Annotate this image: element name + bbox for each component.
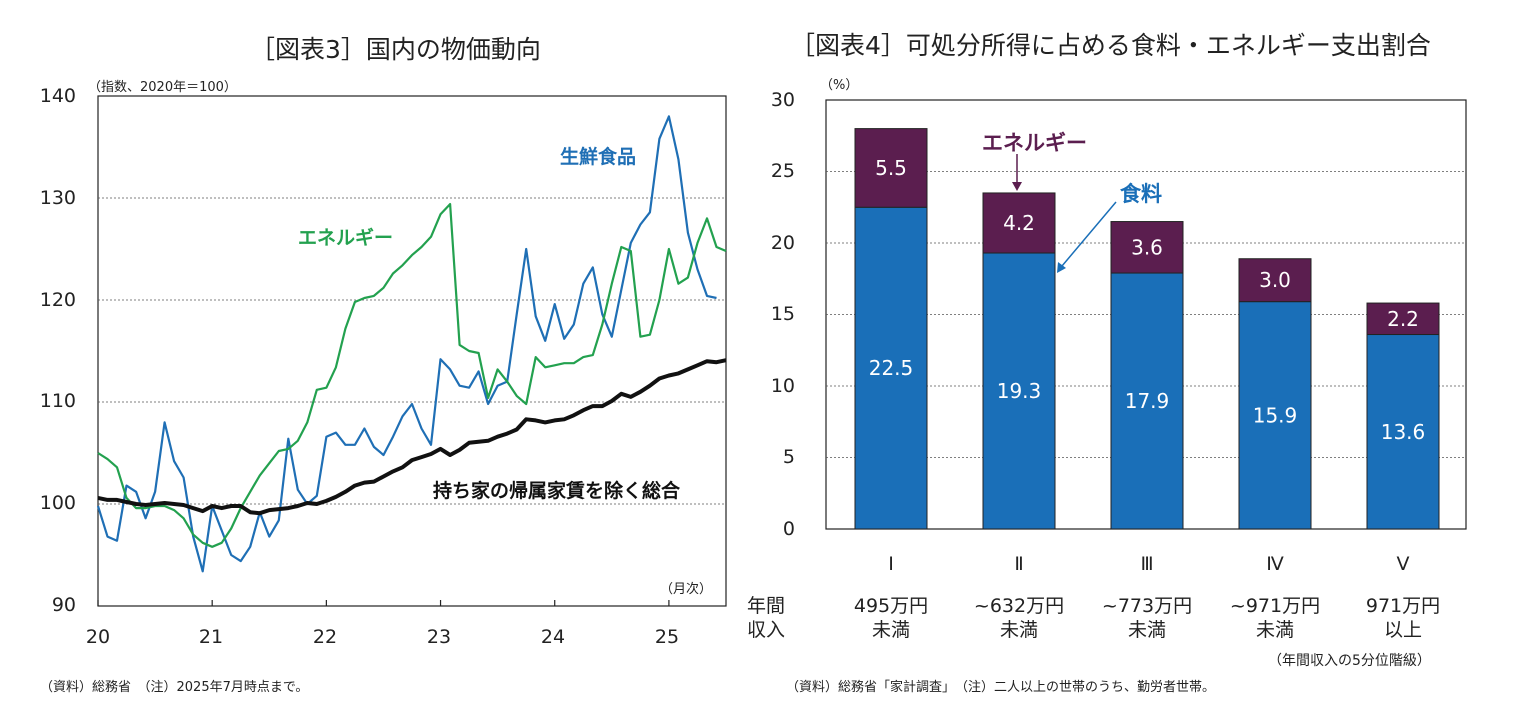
- energy-value-label: 5.5: [875, 156, 907, 180]
- chart3-xaxis-label: （月次）: [660, 582, 713, 597]
- food-arrow-shaft: [1061, 201, 1117, 267]
- chart4-ytick: 15: [770, 303, 795, 325]
- chart4-label-food: 食料: [1120, 182, 1162, 206]
- food-value-label: 17.9: [1125, 389, 1170, 413]
- chart4-category: Ⅰ: [888, 553, 894, 575]
- chart3-xtick: 21: [198, 626, 224, 648]
- chart3-ytick: 110: [39, 390, 76, 412]
- energy-bar: [1366, 302, 1440, 336]
- chart3-label-fresh-food: 生鮮食品: [560, 146, 637, 168]
- chart3-xtick: 20: [85, 626, 111, 648]
- chart4-category: Ⅳ: [1266, 553, 1284, 575]
- energy-value-label: 3.6: [1131, 235, 1163, 259]
- chart4-bars: 22.5 5.5 19.3 4.2 17.9 3.6 15.9 3.0 13.6 2.2: [854, 128, 1440, 530]
- chart4-label-energy: エネルギー: [982, 131, 1087, 155]
- chart4-ytick: 0: [782, 518, 795, 540]
- food-arrow-head: [1057, 262, 1066, 273]
- chart3-gridlines: [98, 197, 726, 505]
- chart4-income-label: 年間 収入: [746, 595, 785, 641]
- chart4-source-note: （資料）総務省「家計調査」 （注）二人以上の世帯のうち、勤労者世帯。: [786, 680, 1216, 695]
- chart3-ytick: 90: [51, 594, 76, 616]
- chart3-xtick: 25: [654, 626, 680, 648]
- chart3-xtick: 24: [540, 626, 566, 648]
- energy-bar: [982, 192, 1056, 254]
- energy-value-label: 2.2: [1387, 307, 1419, 331]
- chart4-ytick: 30: [770, 89, 795, 111]
- chart3-label-core: 持ち家の帰属家賃を除く総合: [433, 480, 681, 502]
- chart3-line-fresh-food: [96, 115, 717, 573]
- food-value-label: 15.9: [1253, 403, 1298, 427]
- energy-value-label: 3.0: [1259, 268, 1291, 292]
- chart4-title: ［図表4］可処分所得に占める食料・エネルギー支出割合: [790, 31, 1431, 60]
- chart3-label-energy: エネルギー: [298, 227, 394, 249]
- chart3-ytick: 130: [39, 187, 76, 209]
- chart3-line-energy: [97, 203, 727, 548]
- chart4-income: 495万円 未満: [853, 595, 929, 641]
- chart4-ytick: 10: [770, 375, 795, 397]
- chart4-ytick: 5: [782, 446, 795, 468]
- chart4-category: Ⅲ: [1140, 553, 1154, 575]
- chart4-quintile-note: （年間収入の5分位階級）: [1268, 653, 1431, 669]
- energy-bar: [1238, 258, 1312, 303]
- chart3-xticks: [97, 600, 670, 606]
- energy-value-label: 4.2: [1003, 211, 1035, 235]
- food-bar: [1366, 334, 1440, 530]
- chart4-income: ~632万円 未満: [973, 595, 1065, 641]
- energy-bar: [1110, 221, 1184, 274]
- chart3-source-note: （資料）総務省 （注）2025年7月時点まで。: [40, 680, 309, 695]
- chart3-ytick: 140: [39, 85, 76, 107]
- chart3-frame: [97, 95, 727, 607]
- chart4-income: ~773万円 未満: [1101, 595, 1193, 641]
- food-bar: [1238, 301, 1312, 530]
- chart4-income: 971万円 以上: [1365, 595, 1441, 641]
- energy-arrow-head: [1012, 182, 1022, 191]
- chart4-category: Ⅴ: [1396, 553, 1410, 575]
- chart3-y-unit: （指数、2020年＝100）: [88, 80, 237, 95]
- chart4-ytick: 20: [770, 232, 795, 254]
- chart3-ytick: 120: [39, 289, 76, 311]
- chart4-y-unit: （%）: [820, 78, 859, 93]
- chart3-xtick: 23: [426, 626, 452, 648]
- energy-bar: [854, 128, 928, 208]
- chart4-category: Ⅱ: [1014, 553, 1024, 575]
- chart3-xtick: 22: [312, 626, 338, 648]
- food-value-label: 22.5: [869, 356, 914, 380]
- food-value-label: 19.3: [997, 379, 1042, 403]
- chart3-title: ［図表3］国内の物価動向: [250, 35, 541, 64]
- chart3-line-core: [97, 358, 727, 516]
- food-bar: [982, 252, 1056, 530]
- food-bar: [854, 206, 928, 530]
- chart3-series: [96, 115, 727, 573]
- chart4-income: ~971万円 未満: [1229, 595, 1321, 641]
- chart3-ytick: 100: [39, 492, 76, 514]
- chart4-ytick: 25: [770, 160, 795, 182]
- food-bar: [1110, 272, 1184, 530]
- food-value-label: 13.6: [1381, 420, 1426, 444]
